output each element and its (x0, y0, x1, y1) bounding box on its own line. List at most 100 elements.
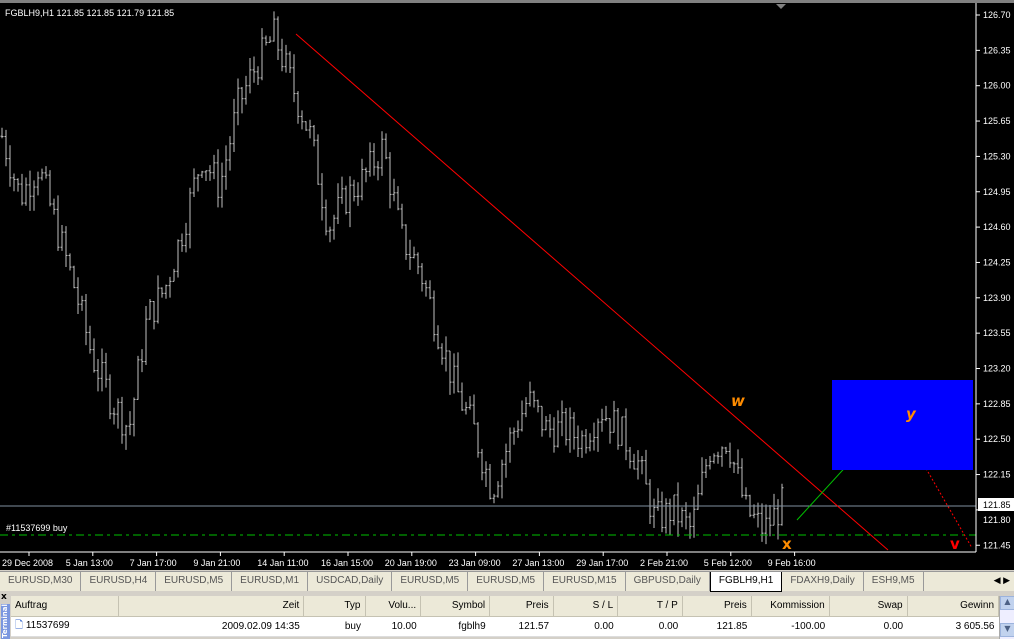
tab-fgblh9-h1[interactable]: FGBLH9,H1 (709, 572, 783, 592)
close-icon[interactable]: x (1, 592, 7, 602)
ohlc-bar (268, 36, 272, 43)
ohlc-bar (316, 134, 320, 185)
shift-marker-icon[interactable] (776, 4, 786, 9)
x-tick-label: 9 Feb 16:00 (768, 558, 816, 568)
column-header[interactable]: Symbol (420, 596, 491, 617)
ohlc-bar (180, 233, 184, 252)
tab-eurusd-m5[interactable]: EURUSD,M5 (468, 572, 545, 591)
ohlc-bar (364, 167, 368, 183)
ohlc-bar (708, 455, 712, 470)
ohlc-bar (360, 158, 364, 201)
table-row[interactable]: 🗋 11537699 2009.02.09 14:35 buy 10.00 fgblh9… (11, 616, 999, 637)
ohlc-bar (616, 408, 620, 450)
cell-value: buy (344, 620, 361, 632)
tab-eurusd-m5[interactable]: EURUSD,M5 (156, 572, 233, 591)
column-header[interactable]: Swap (829, 596, 908, 617)
ohlc-bar (208, 165, 212, 181)
tab-eurusd-m1[interactable]: EURUSD,M1 (232, 572, 309, 591)
ohlc-bar (264, 35, 268, 46)
ohlc-bar (116, 398, 120, 429)
ohlc-bar (64, 226, 68, 267)
y-tick-label: 126.70 (983, 10, 1011, 20)
cell-value: 0.00 (594, 620, 614, 632)
cell-value: 3 605.56 (955, 620, 995, 632)
column-header[interactable]: S / L (553, 596, 619, 617)
ohlc-bar (92, 338, 96, 373)
column-header[interactable]: Volu... (365, 596, 422, 617)
ohlc-bar (648, 479, 652, 524)
ohlc-bar (460, 382, 464, 411)
ohlc-bar (352, 179, 356, 202)
ohlc-bar (252, 56, 256, 83)
wave-label-v: v (950, 535, 960, 553)
ohlc-bar (732, 461, 736, 473)
ohlc-bar (384, 133, 388, 160)
ohlc-bar (224, 145, 228, 190)
ohlc-bar (644, 449, 648, 485)
tab-fdaxh9-daily[interactable]: FDAXH9,Daily (782, 572, 864, 591)
ohlc-bar (280, 38, 284, 72)
table-cell: 10.00 (365, 616, 421, 637)
ohlc-bar (724, 446, 728, 454)
ohlc-bar (324, 199, 328, 236)
ohlc-bar (248, 58, 252, 94)
scroll-down-icon[interactable]: ▼ (1000, 623, 1014, 637)
ohlc-bar (32, 180, 36, 211)
ohlc-bar (388, 152, 392, 209)
column-header[interactable]: Kommission (751, 596, 830, 617)
table-cell: 2009.02.09 14:35 (118, 616, 304, 637)
column-header[interactable]: Auftrag (11, 596, 120, 617)
ohlc-bar (636, 450, 640, 480)
ohlc-bar (544, 415, 548, 431)
tab-eurusd-m30[interactable]: EURUSD,M30 (0, 572, 82, 591)
tab-eurusd-m5[interactable]: EURUSD,M5 (392, 572, 469, 591)
chart-canvas[interactable]: w x y v FGBLH9,H1 121.85 121.85 121.79 1… (0, 3, 1014, 570)
tab-eurusd-m15[interactable]: EURUSD,M15 (544, 572, 626, 591)
y-tick-label: 125.30 (983, 151, 1011, 161)
tab-gbpusd-daily[interactable]: GBPUSD,Daily (626, 572, 710, 591)
trendline[interactable] (295, 33, 889, 551)
ohlc-bar (328, 226, 332, 243)
ohlc-bar (300, 110, 304, 130)
table-cell: buy (303, 616, 365, 637)
ohlc-bar (128, 411, 132, 436)
table-cell: 0.00 (553, 616, 618, 637)
y-tick-label: 124.95 (983, 187, 1011, 197)
target-box[interactable] (832, 380, 973, 470)
tab-esh9-m5[interactable]: ESH9,M5 (864, 572, 924, 591)
column-header[interactable]: Gewinn (907, 596, 1000, 617)
tab-eurusd-h4[interactable]: EURUSD,H4 (81, 572, 157, 591)
ohlc-bar (164, 284, 168, 299)
column-header[interactable]: T / P (617, 596, 683, 617)
cell-value: -100.00 (791, 620, 826, 632)
price-chart[interactable]: w x y v FGBLH9,H1 121.85 121.85 121.79 1… (0, 0, 1014, 570)
column-header[interactable]: Zeit (118, 596, 305, 617)
ohlc-bar (72, 265, 76, 289)
column-header[interactable]: Preis (682, 596, 752, 617)
table-cell: 0.00 (617, 616, 683, 637)
ohlc-bar (452, 353, 456, 394)
ohlc-bar (196, 173, 200, 192)
tab-scroll-arrows[interactable]: ◀ ▶ (993, 575, 1010, 585)
ohlc-bar (192, 168, 196, 197)
ohlc-bar (560, 400, 564, 437)
ohlc-bar (420, 263, 424, 292)
x-tick-label: 2 Feb 21:00 (640, 558, 688, 568)
ohlc-bar (396, 186, 400, 211)
tab-usdcad-daily[interactable]: USDCAD,Daily (308, 572, 393, 591)
column-header[interactable]: Preis (489, 596, 554, 617)
terminal-panel: x Terminal Auftrag Zeit Typ Volu... Symbol Pr… (0, 592, 1014, 639)
ohlc-bar (416, 252, 420, 275)
scroll-up-icon[interactable]: ▲ (1000, 596, 1014, 610)
ohlc-bar (184, 222, 188, 253)
vertical-scrollbar[interactable]: ▲ ▼ (999, 596, 1014, 639)
ohlc-bar (604, 405, 608, 422)
y-tick-label: 124.25 (983, 257, 1011, 267)
ohlc-bar (56, 195, 60, 251)
ohlc-bar (124, 424, 128, 450)
ohlc-bar (768, 504, 772, 537)
ohlc-bar (640, 456, 644, 475)
column-header[interactable]: Typ (303, 596, 366, 617)
ohlc-bar (448, 350, 452, 395)
ohlc-bar (332, 214, 336, 240)
